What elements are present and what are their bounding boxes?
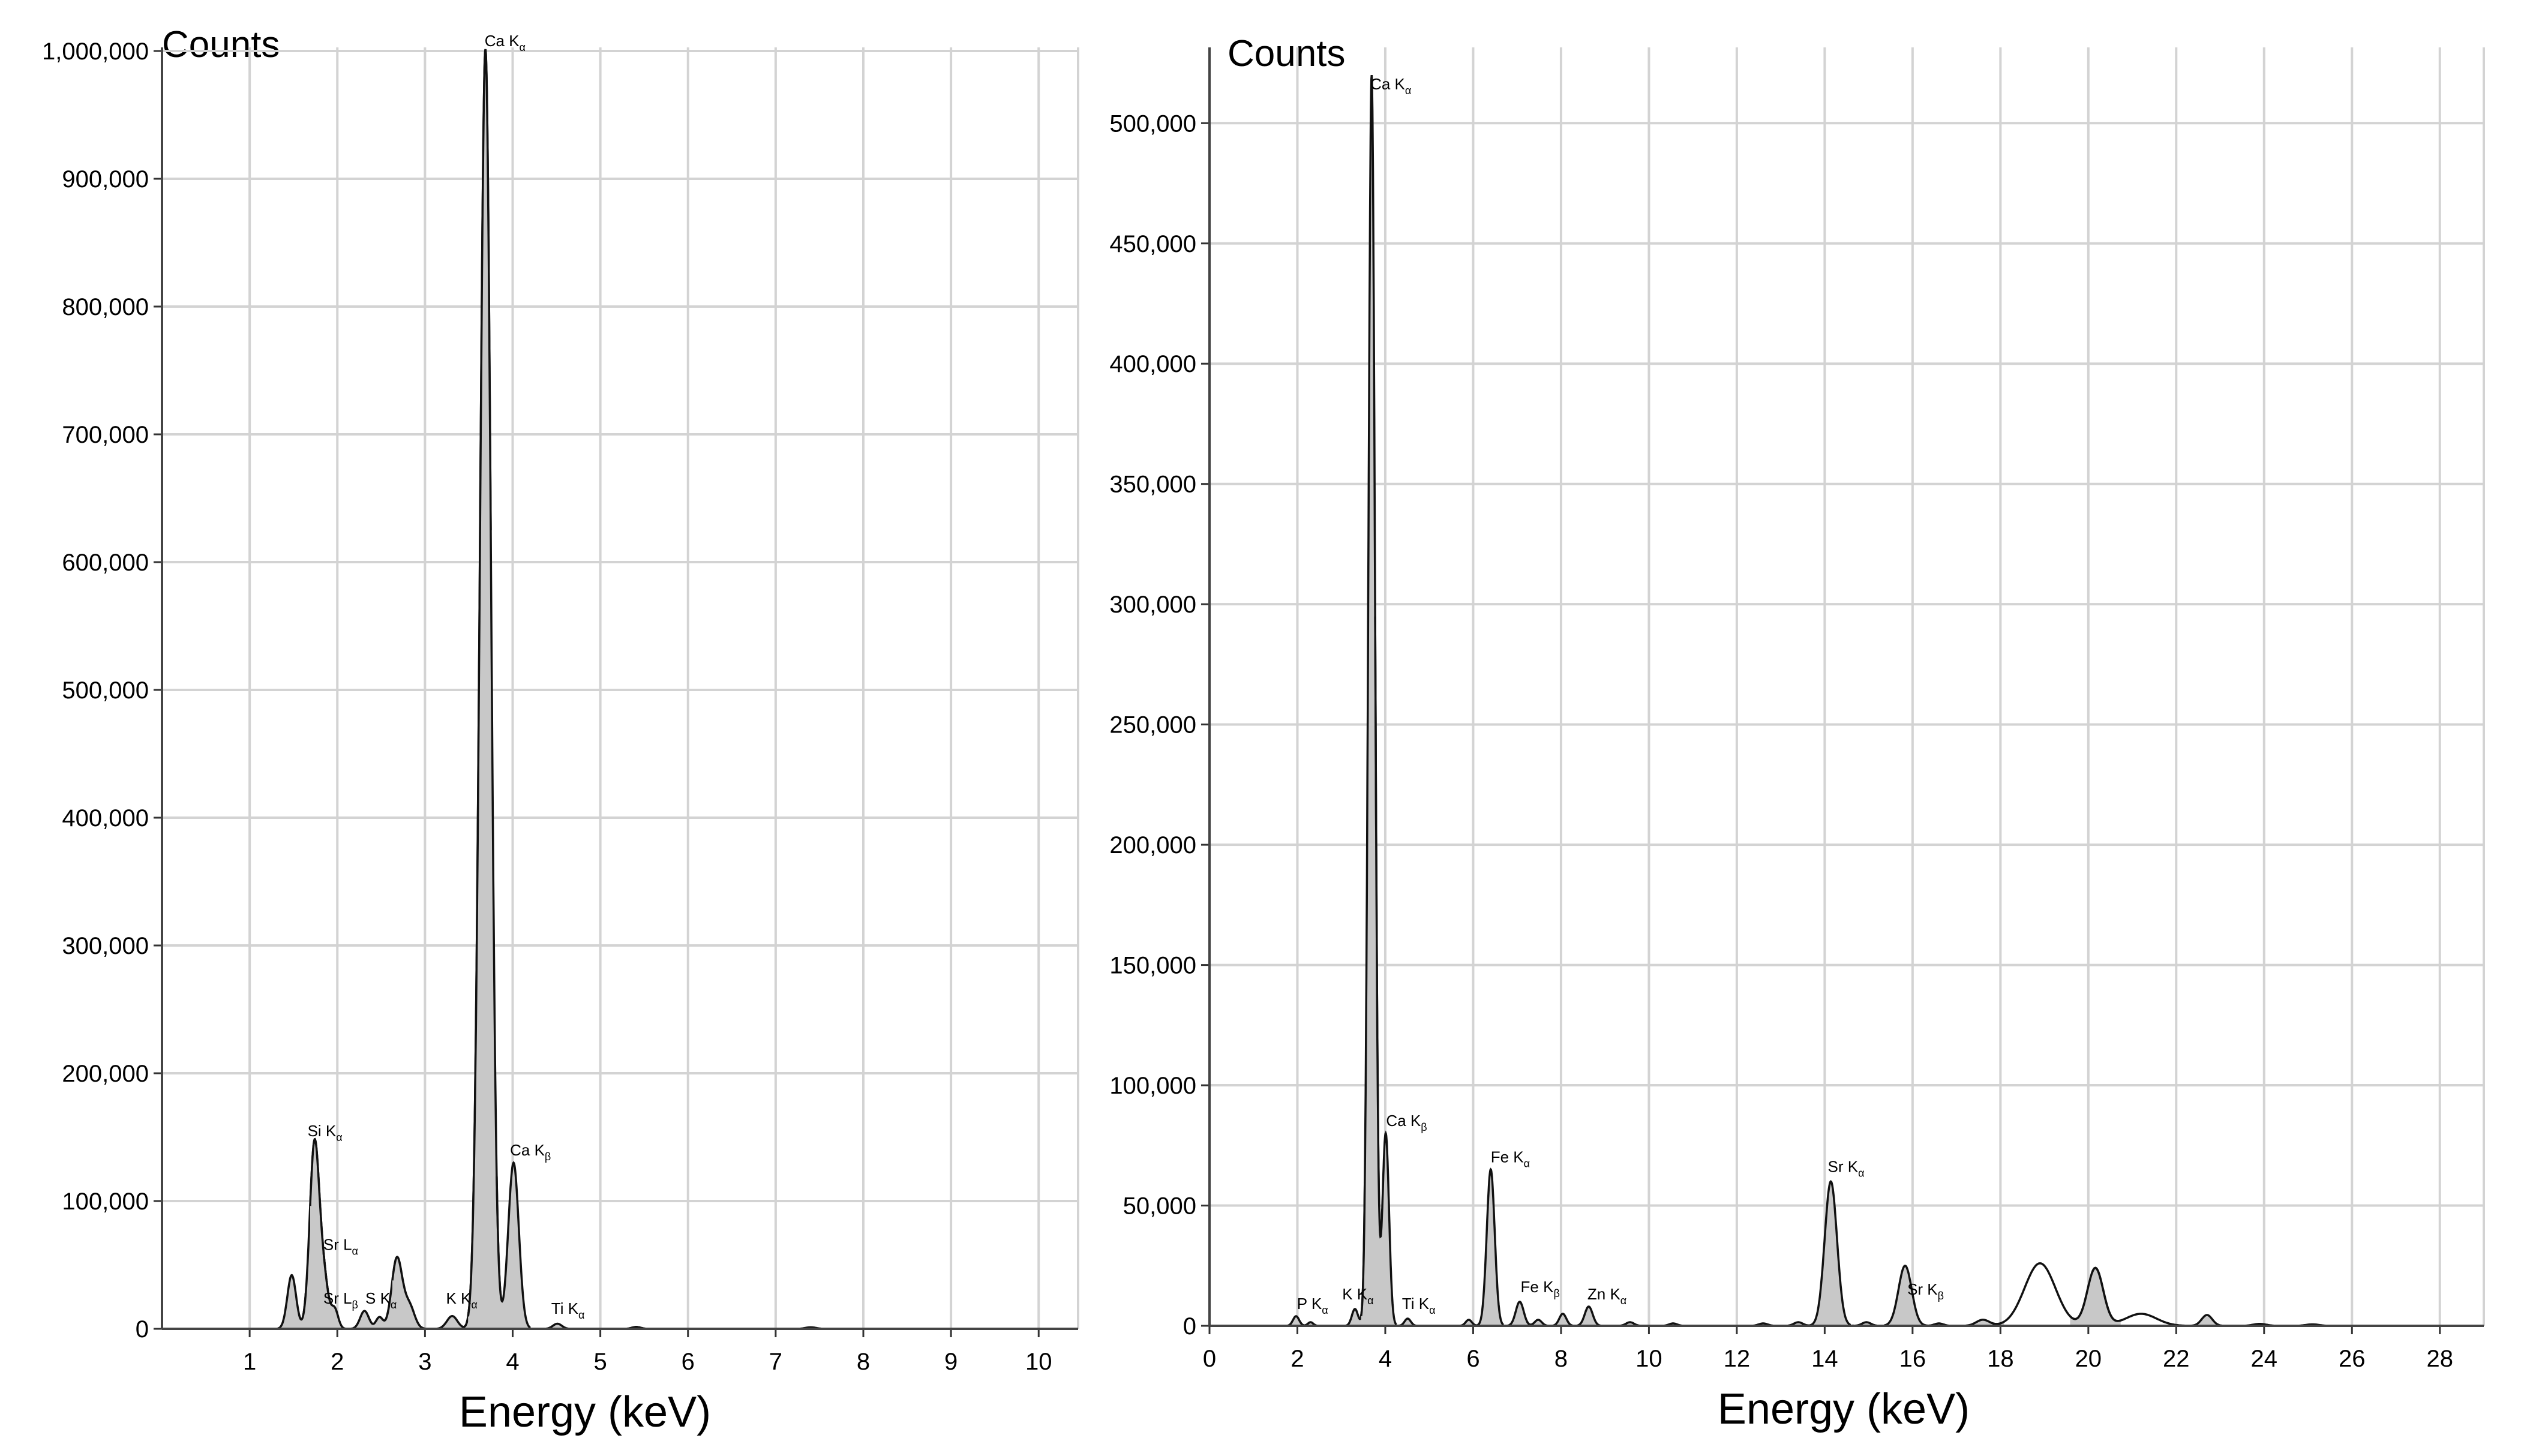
y-tick-label: 300,000 — [1109, 592, 1196, 618]
y-tick-label: 300,000 — [62, 933, 149, 959]
peak-curve — [1883, 1264, 1926, 1327]
peak-label: Ca Kβ — [1386, 1112, 1427, 1133]
x-tick-label: 14 — [1811, 1346, 1838, 1372]
peak-fill — [323, 1251, 346, 1329]
x-tick-label: 28 — [2427, 1346, 2454, 1372]
peak-curve — [322, 1251, 346, 1330]
y-axis-title: Counts — [1228, 33, 1345, 74]
peak-curve — [1575, 1305, 1602, 1327]
spectrum-chart-left: Counts Energy (keV) 1 2 3 4 5 6 7 8 9 10 0 100,000 2… — [42, 24, 1079, 1436]
x-tick-label: 2 — [331, 1349, 344, 1375]
x-tick-label: 22 — [2163, 1346, 2190, 1372]
y-tick-label: 200,000 — [62, 1061, 149, 1087]
x-tick-label: 12 — [1724, 1346, 1751, 1372]
y-axis-title: Counts — [162, 24, 280, 65]
x-tick-label: 8 — [857, 1349, 870, 1375]
y-tick-label: 100,000 — [62, 1188, 149, 1215]
x-tick-label: 26 — [2339, 1346, 2366, 1372]
peak-label: Si Kα — [308, 1122, 343, 1143]
x-tick-label: 18 — [1987, 1346, 2014, 1372]
peak-label: Sr Lα — [323, 1235, 358, 1257]
y-tick-label: 800,000 — [62, 294, 149, 320]
x-axis-title: Energy (keV) — [459, 1388, 711, 1436]
y-tick-label: 400,000 — [62, 805, 149, 831]
peak-curve — [1990, 1262, 2091, 1325]
peak-label: Ca Kα — [1370, 75, 1411, 97]
peak-label: Fe Kβ — [1521, 1278, 1560, 1299]
y-tick-label: 100,000 — [1109, 1073, 1196, 1099]
peak-curve — [2091, 1266, 2190, 1327]
x-tick-label: 9 — [944, 1349, 958, 1375]
x-tick-label: 16 — [1899, 1346, 1926, 1372]
y-tick-label: 600,000 — [62, 550, 149, 576]
peak-label: Ca Kβ — [510, 1141, 551, 1163]
peak-curve — [1374, 616, 1397, 1326]
x-tick-label: 24 — [2251, 1346, 2278, 1372]
peak-fill — [435, 1309, 469, 1329]
x-tick-label: 0 — [1203, 1346, 1216, 1372]
x-tick-label: 6 — [682, 1349, 695, 1375]
x-tick-label: 8 — [1554, 1346, 1568, 1372]
peak-curve — [391, 1256, 427, 1330]
y-tick-label: 500,000 — [62, 677, 149, 704]
peak-curve — [1811, 1179, 1851, 1326]
y-tick-label: 250,000 — [1109, 712, 1196, 738]
spectrum-chart-right: Counts Energy (keV) 0 2 4 6 8 10 12 14 16 18 20 22 2… — [1109, 33, 2485, 1433]
peak-label: Ti Kα — [1402, 1295, 1436, 1316]
y-tick-label: 400,000 — [1109, 351, 1196, 377]
peak-label: P Kα — [1297, 1295, 1328, 1316]
y-tick-label: 150,000 — [1109, 953, 1196, 979]
x-tick-label: 10 — [1635, 1346, 1662, 1372]
peak-fill — [1478, 1169, 1503, 1326]
x-tick-label: 3 — [418, 1349, 431, 1375]
peak-label: Sr Kβ — [1907, 1280, 1944, 1302]
y-tick-label: 700,000 — [62, 422, 149, 448]
peak-fill — [496, 1163, 530, 1329]
y-tick-label: 50,000 — [1123, 1193, 1196, 1220]
y-tick-label: 350,000 — [1109, 472, 1196, 498]
peak-curve — [1551, 1313, 1574, 1327]
peak-fill — [310, 1139, 338, 1329]
x-tick-label: 7 — [769, 1349, 782, 1375]
peak-curve — [1477, 1167, 1504, 1326]
y-tick-label: 0 — [1183, 1313, 1196, 1340]
peak-label: Ti Kα — [551, 1299, 585, 1321]
x-tick-label: 6 — [1466, 1346, 1479, 1372]
peak-label: Sr Kα — [1828, 1157, 1865, 1179]
peak-fill — [1375, 616, 1397, 1326]
x-tick-label: 2 — [1290, 1346, 1304, 1372]
peak-fill — [1811, 1181, 1851, 1326]
peak-label: Ca Kα — [485, 32, 526, 53]
y-tick-label: 900,000 — [62, 166, 149, 193]
x-tick-label: 4 — [506, 1349, 519, 1375]
peak-label: Fe Kα — [1491, 1148, 1530, 1169]
x-axis-title: Energy (keV) — [1718, 1385, 1970, 1433]
x-tick-label: 5 — [593, 1349, 607, 1375]
peak-label: Zn Kα — [1587, 1285, 1626, 1307]
x-tick-label: 1 — [243, 1349, 256, 1375]
y-tick-label: 200,000 — [1109, 832, 1196, 858]
x-tick-label: 20 — [2075, 1346, 2102, 1372]
y-tick-label: 0 — [136, 1316, 149, 1343]
x-tick-label: 4 — [1379, 1346, 1392, 1372]
peak-label: K Kα — [1342, 1285, 1373, 1307]
peak-label: S Kα — [365, 1289, 397, 1311]
x-tick-label: 10 — [1025, 1349, 1052, 1375]
y-tick-label: 1,000,000 — [42, 38, 149, 65]
peak-label: Sr Lβ — [323, 1289, 358, 1311]
peak-fill — [392, 1257, 427, 1329]
peak-curve — [496, 1161, 531, 1329]
peak-label: K Kα — [446, 1289, 477, 1311]
y-tick-label: 450,000 — [1109, 231, 1196, 257]
y-tick-label: 500,000 — [1109, 110, 1196, 137]
